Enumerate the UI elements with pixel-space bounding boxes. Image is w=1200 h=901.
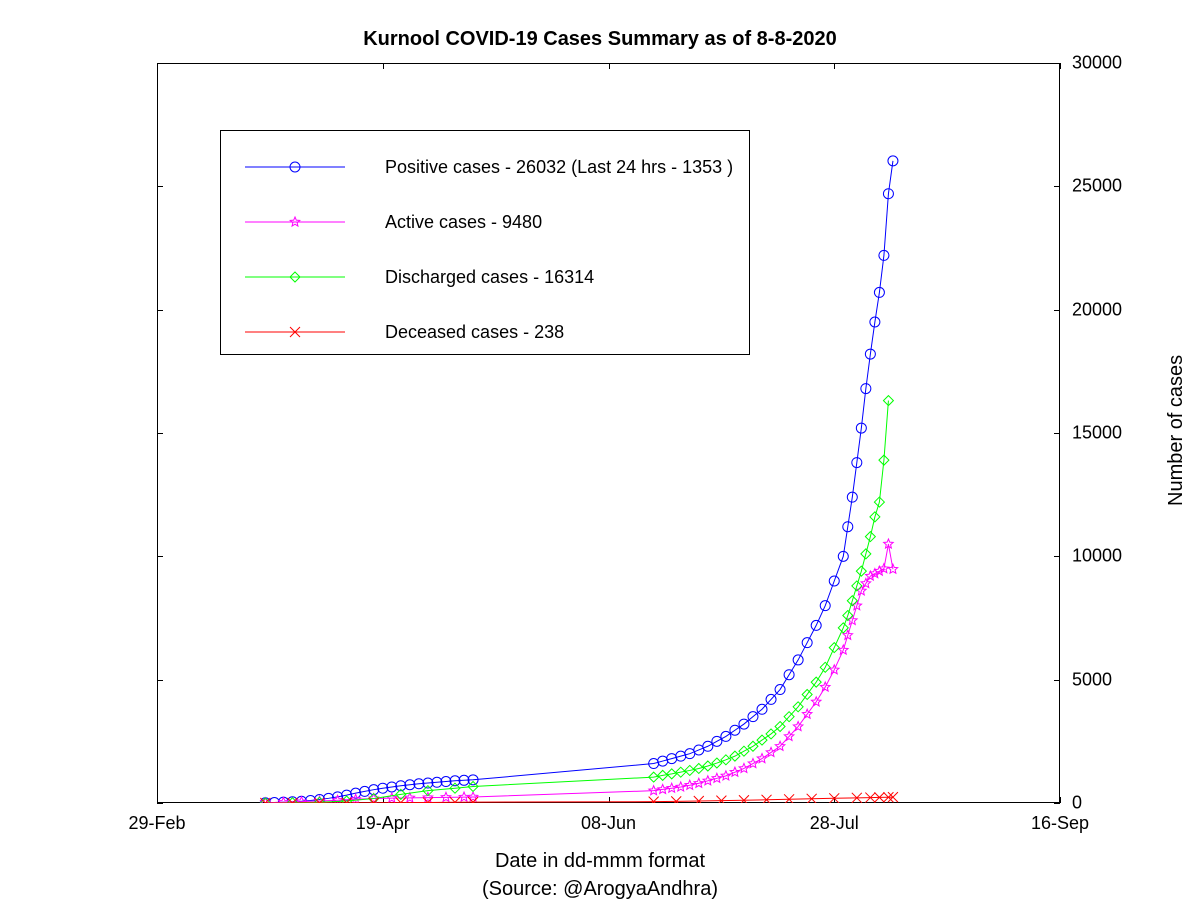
y-tick-label: 15000 (1072, 423, 1122, 444)
x-tick-label: 08-Jun (581, 813, 636, 834)
x-tick-label: 16-Sep (1031, 813, 1089, 834)
legend-label-deceased: Deceased cases - 238 (385, 322, 564, 343)
legend-label-discharged: Discharged cases - 16314 (385, 267, 594, 288)
chart-title: Kurnool COVID-19 Cases Summary as of 8-8… (0, 28, 1200, 51)
legend-swatch-discharged (245, 267, 345, 287)
y-tick-label: 0 (1072, 793, 1082, 814)
legend-swatch-active (245, 212, 345, 232)
legend: Positive cases - 26032 (Last 24 hrs - 13… (220, 130, 750, 355)
legend-swatch-deceased (245, 322, 345, 342)
x-tick-label: 28-Jul (810, 813, 859, 834)
legend-row-positive: Positive cases - 26032 (Last 24 hrs - 13… (221, 139, 749, 195)
legend-row-discharged: Discharged cases - 16314 (221, 249, 749, 305)
legend-label-active: Active cases - 9480 (385, 212, 542, 233)
y-tick-label: 25000 (1072, 176, 1122, 197)
legend-swatch-positive (245, 157, 345, 177)
y-tick-label: 10000 (1072, 546, 1122, 567)
x-tick-label: 29-Feb (128, 813, 185, 834)
y-tick-label: 20000 (1072, 299, 1122, 320)
y-tick-label: 30000 (1072, 53, 1122, 74)
x-axis-subtitle: (Source: @ArogyaAndhra) (0, 878, 1200, 901)
legend-row-active: Active cases - 9480 (221, 194, 749, 250)
x-tick-label: 19-Apr (356, 813, 410, 834)
y-tick-label: 5000 (1072, 669, 1112, 690)
x-axis-title: Date in dd-mmm format (0, 850, 1200, 873)
legend-label-positive: Positive cases - 26032 (Last 24 hrs - 13… (385, 157, 733, 178)
y-axis-title: Number of cases (1165, 300, 1188, 560)
legend-row-deceased: Deceased cases - 238 (221, 304, 749, 360)
